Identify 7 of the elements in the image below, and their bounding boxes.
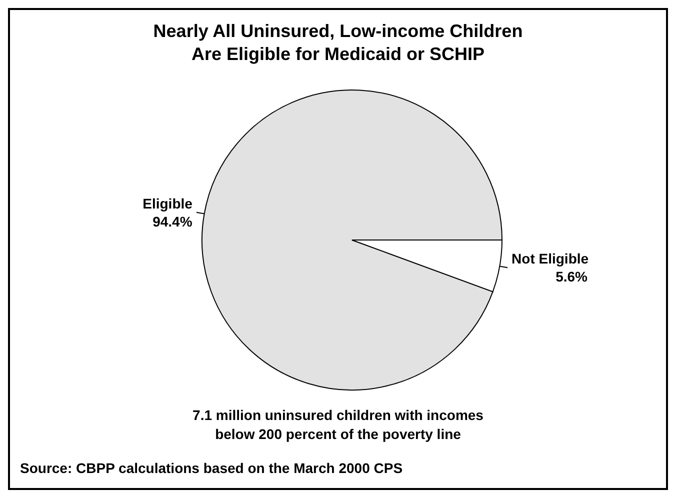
text: 7.1 million uninsured children with incomes below 200 percent of the poverty line (192, 406, 484, 444)
slice-label: Not Eligible (512, 250, 589, 267)
source-note: Source: CBPP calculations based on the March 2000 CPS (20, 460, 403, 476)
data-label: 5.6% (556, 268, 588, 285)
chart-title: Nearly All Uninsured, Low-income Children Are Eligible for Medicaid or SCHIP (152, 20, 524, 66)
data-label: 94.4% (152, 213, 193, 230)
slice-label: Eligible (142, 195, 193, 212)
